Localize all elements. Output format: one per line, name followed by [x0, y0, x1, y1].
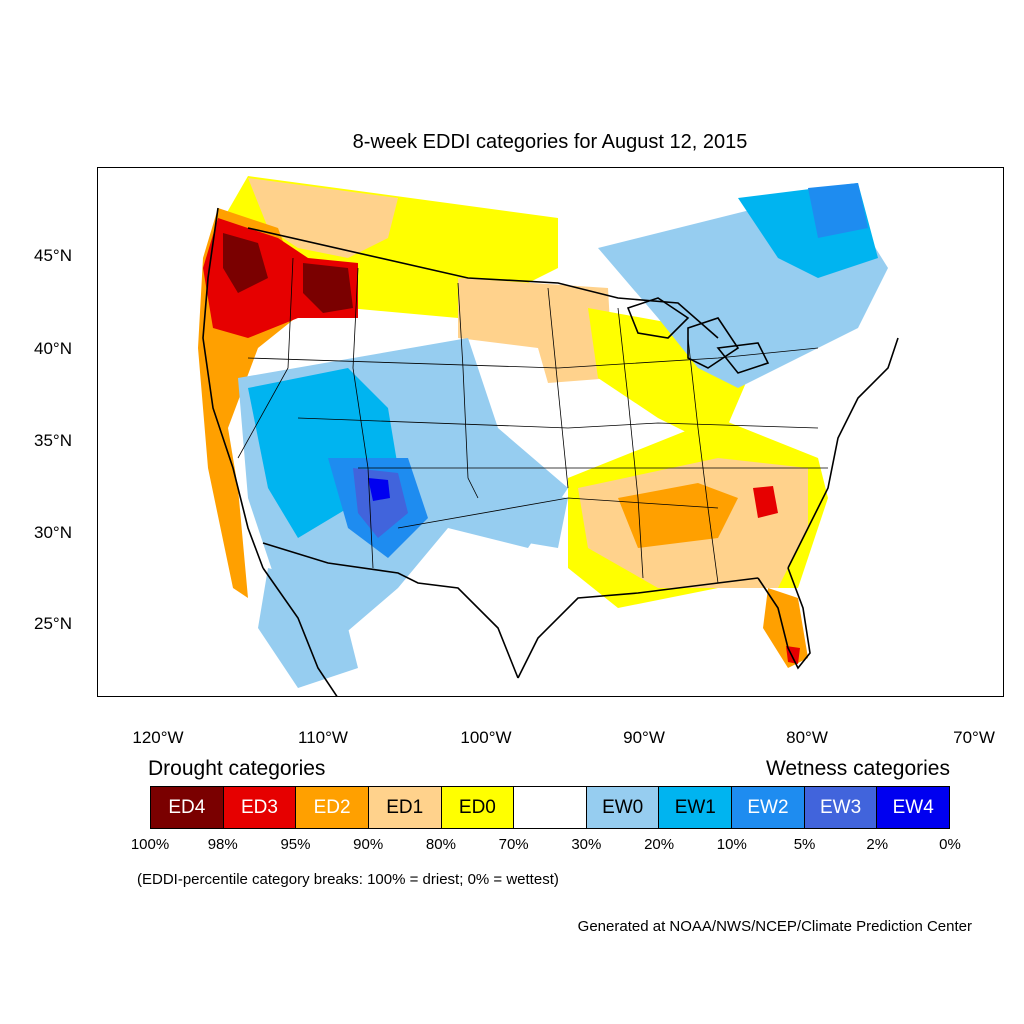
map-title: 8-week EDDI categories for August 12, 20… [352, 131, 748, 153]
percentile-label: 2% [866, 836, 889, 853]
percentile-label: 100% [130, 836, 170, 853]
legend-cell-ew2: EW2 [732, 787, 805, 828]
us-mexico-border [262, 542, 519, 679]
percentile-label: 90% [353, 836, 384, 853]
percentile-label: 80% [425, 836, 456, 853]
percentile-label: 20% [644, 836, 675, 853]
legend-cell-ew0: EW0 [586, 787, 660, 828]
legend-cell-ew4: EW4 [877, 787, 950, 828]
region-ew2-quebec [808, 183, 868, 238]
lat-label-25: 25°N [34, 614, 72, 633]
lat-label-35: 35°N [34, 431, 72, 450]
mexico-coastline [262, 567, 338, 696]
region-ed2-florida [763, 588, 808, 668]
region-ew0-texas [488, 488, 568, 548]
lon-label-90: 90°W [623, 728, 665, 747]
percentile-label: 95% [280, 836, 311, 853]
eddi-map [97, 167, 1004, 697]
credit-line: Generated at NOAA/NWS/NCEP/Climate Predi… [577, 918, 972, 935]
state-lines [237, 257, 828, 584]
category-legend: ED4 ED3 ED2 ED1 ED0 EW0 EW1 EW2 EW3 EW4 [150, 786, 950, 829]
percentile-note: (EDDI-percentile category breaks: 100% =… [137, 871, 559, 888]
region-ed4-idaho [303, 263, 353, 313]
eddi-map-canvas [198, 176, 899, 696]
percentile-label: 70% [498, 836, 529, 853]
region-ew1-mexico [258, 568, 358, 688]
west-coastline [202, 207, 264, 569]
percentile-label: 5% [793, 836, 816, 853]
region-ew4-fourcorners [368, 478, 390, 501]
lon-label-110: 110°W [298, 728, 348, 747]
region-ew3-fourcorners [353, 468, 408, 538]
great-lakes [626, 297, 770, 374]
percentile-label: 98% [207, 836, 238, 853]
legend-cell-ed2: ED2 [296, 787, 369, 828]
percentile-label: 10% [716, 836, 747, 853]
legend-cell-ed4: ED4 [151, 787, 224, 828]
wetness-categories-heading: Wetness categories [765, 757, 950, 780]
drought-categories-heading: Drought categories [148, 757, 326, 780]
gulf-coastline [517, 577, 759, 679]
region-ed1-northernplains [458, 278, 613, 383]
category-regions [198, 176, 888, 688]
lat-label-45: 45°N [34, 246, 72, 265]
legend-cell-neutral [514, 787, 587, 828]
east-coastline [787, 337, 899, 569]
lon-label-80: 80°W [786, 728, 828, 747]
lat-label-30: 30°N [34, 523, 72, 542]
percentile-label: 30% [571, 836, 602, 853]
percentile-labels: 100% 98% 95% 90% 80% 70% 30% 20% 10% 5% 2% 0% [0, 836, 1024, 856]
region-ed2-southeast [618, 483, 738, 548]
legend-cell-ew1: EW1 [659, 787, 733, 828]
legend-cell-ed3: ED3 [223, 787, 297, 828]
lon-label-100: 100°W [460, 728, 512, 747]
florida-coastline [757, 567, 811, 670]
lon-label-70: 70°W [953, 728, 995, 747]
legend-cell-ew3: EW3 [804, 787, 878, 828]
region-ed4-northwest [223, 233, 268, 293]
percentile-label: 0% [939, 836, 961, 853]
region-ed3-carolina [753, 486, 778, 518]
lat-label-40: 40°N [34, 339, 72, 358]
legend-cell-ed1: ED1 [368, 787, 442, 828]
legend-cell-ed0: ED0 [441, 787, 515, 828]
lon-label-120: 120°W [132, 728, 184, 747]
us-canada-border [247, 227, 719, 339]
region-ed1-northwest [248, 178, 398, 258]
